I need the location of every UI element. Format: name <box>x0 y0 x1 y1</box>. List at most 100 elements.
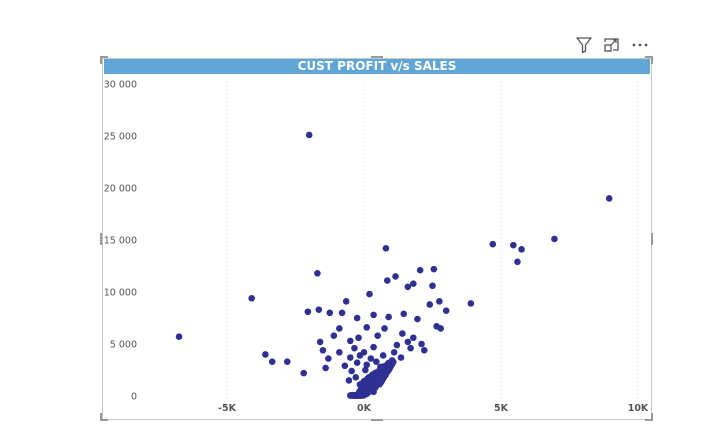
data-point[interactable] <box>381 325 388 332</box>
data-point[interactable] <box>304 308 312 316</box>
data-point[interactable] <box>442 307 450 315</box>
resize-handle-bottom[interactable] <box>371 419 383 421</box>
data-point[interactable] <box>418 340 425 348</box>
data-point[interactable] <box>314 269 321 277</box>
more-options-icon[interactable] <box>629 34 651 56</box>
data-point[interactable] <box>390 349 398 356</box>
data-point[interactable] <box>351 344 358 352</box>
data-point[interactable] <box>518 246 525 253</box>
data-point[interactable] <box>382 245 390 252</box>
data-point[interactable] <box>363 361 371 369</box>
data-point[interactable] <box>429 282 436 290</box>
data-point[interactable] <box>353 392 360 399</box>
resize-handle-top-right-v[interactable] <box>651 56 653 64</box>
data-point[interactable] <box>366 290 373 298</box>
filter-icon[interactable] <box>573 34 595 56</box>
focus-mode-icon[interactable] <box>601 34 623 56</box>
data-point[interactable] <box>325 355 332 362</box>
data-point[interactable] <box>358 385 366 392</box>
resize-handle-top[interactable] <box>371 56 383 58</box>
data-point[interactable] <box>400 310 408 318</box>
data-point[interactable] <box>392 273 399 280</box>
data-point[interactable] <box>363 324 371 331</box>
data-point[interactable] <box>248 294 255 302</box>
data-point[interactable] <box>338 309 346 317</box>
data-point[interactable] <box>410 334 417 342</box>
data-point[interactable] <box>353 359 361 367</box>
data-point[interactable] <box>305 131 313 139</box>
data-point[interactable] <box>362 366 369 374</box>
data-point[interactable] <box>175 333 183 341</box>
data-point[interactable] <box>383 277 391 284</box>
data-point[interactable] <box>342 298 350 305</box>
data-point[interactable] <box>414 315 421 323</box>
data-point[interactable] <box>315 306 323 313</box>
data-point[interactable] <box>365 377 373 385</box>
data-point[interactable] <box>437 325 445 332</box>
resize-handle-left[interactable] <box>100 233 102 245</box>
data-point[interactable] <box>367 355 375 362</box>
resize-handle-top-right[interactable] <box>645 56 653 58</box>
data-point[interactable] <box>385 359 393 367</box>
data-point[interactable] <box>489 240 497 248</box>
gridlines <box>226 82 639 400</box>
resize-handle-bottom-left-v[interactable] <box>100 413 102 421</box>
data-point[interactable] <box>352 373 360 381</box>
data-point[interactable] <box>316 338 324 346</box>
data-point[interactable] <box>393 341 401 349</box>
data-point[interactable] <box>399 330 406 337</box>
data-point[interactable] <box>336 349 343 356</box>
data-point[interactable] <box>430 265 438 273</box>
data-point[interactable] <box>370 343 377 351</box>
data-point[interactable] <box>359 379 367 387</box>
data-point[interactable] <box>407 344 414 352</box>
data-point[interactable] <box>397 354 405 361</box>
data-point[interactable] <box>373 358 380 365</box>
data-point[interactable] <box>319 346 327 354</box>
data-point[interactable] <box>322 364 329 372</box>
data-point[interactable] <box>347 337 354 345</box>
data-point[interactable] <box>378 367 386 374</box>
data-point[interactable] <box>404 283 412 291</box>
resize-handle-bottom-left[interactable] <box>100 419 108 421</box>
data-point[interactable] <box>514 258 521 266</box>
data-point[interactable] <box>372 369 380 377</box>
resize-handle-top-left-v[interactable] <box>100 56 102 64</box>
data-point[interactable] <box>364 382 372 390</box>
data-point[interactable] <box>379 352 387 359</box>
data-point[interactable] <box>467 300 475 307</box>
data-point[interactable] <box>262 351 269 358</box>
data-point[interactable] <box>404 338 412 346</box>
data-point[interactable] <box>374 332 382 339</box>
data-point[interactable] <box>268 358 276 365</box>
data-point[interactable] <box>341 362 349 370</box>
data-point[interactable] <box>370 311 377 319</box>
data-point[interactable] <box>385 313 392 321</box>
data-point[interactable] <box>510 241 517 249</box>
resize-handle-top-left[interactable] <box>100 56 108 58</box>
data-point[interactable] <box>300 369 308 377</box>
data-point[interactable] <box>355 334 362 342</box>
data-point[interactable] <box>330 332 338 339</box>
data-point[interactable] <box>420 346 428 354</box>
data-point[interactable] <box>436 298 443 305</box>
data-point[interactable] <box>326 309 334 317</box>
data-point[interactable] <box>377 372 384 380</box>
resize-handle-bottom-right[interactable] <box>645 419 653 421</box>
data-point[interactable] <box>384 364 391 372</box>
data-point[interactable] <box>348 367 355 375</box>
data-point[interactable] <box>336 325 343 332</box>
data-point[interactable] <box>345 377 353 384</box>
resize-handle-right[interactable] <box>651 233 653 245</box>
resize-handle-bottom-right-v[interactable] <box>651 413 653 421</box>
data-point[interactable] <box>371 375 379 382</box>
data-point[interactable] <box>347 354 354 361</box>
data-point[interactable] <box>426 301 434 308</box>
data-point[interactable] <box>410 280 417 287</box>
data-point[interactable] <box>605 195 613 202</box>
data-point[interactable] <box>353 314 361 322</box>
data-point[interactable] <box>416 266 424 274</box>
data-point[interactable] <box>551 235 558 243</box>
data-point[interactable] <box>283 358 291 365</box>
data-point[interactable] <box>360 349 368 356</box>
